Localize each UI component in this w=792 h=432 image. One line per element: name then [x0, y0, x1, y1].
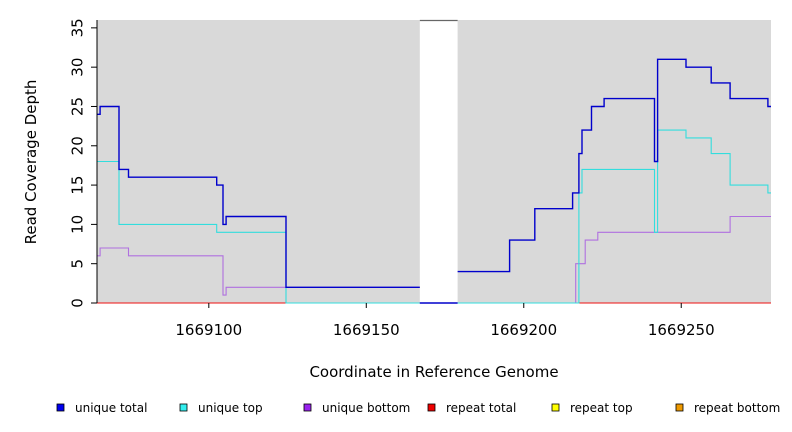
legend-item-repeat-bottom: repeat bottom: [675, 401, 780, 415]
x-tick-label: 1669150: [333, 321, 400, 339]
series-line-unique-bottom-segment-2: [457, 215, 771, 304]
legend-swatch: [675, 403, 684, 412]
legend-item-repeat-top: repeat top: [551, 401, 633, 415]
legend-label: unique bottom: [322, 401, 410, 415]
legend-swatch: [56, 403, 65, 412]
legend-item-unique-top: unique top: [179, 401, 263, 415]
series-line-unique-total-segment-2: [457, 58, 771, 273]
y-tick-label: 25: [68, 97, 86, 116]
y-tick-label: 15: [68, 176, 86, 195]
legend-swatch: [303, 403, 312, 412]
series-line-unique-bottom-segment-0: [97, 247, 420, 296]
legend: unique total unique top unique bottom repea…: [56, 401, 780, 415]
y-axis-title: Read Coverage Depth: [22, 80, 40, 245]
legend-label: repeat total: [446, 401, 516, 415]
coverage-gap: [419, 20, 458, 303]
legend-label: repeat top: [570, 401, 633, 415]
x-axis-title: Coordinate in Reference Genome: [309, 363, 558, 381]
series-line-unique-top-segment-0: [97, 160, 420, 304]
legend-label: unique top: [198, 401, 263, 415]
y-tick-label: 35: [68, 18, 86, 37]
legend-label: repeat bottom: [694, 401, 780, 415]
legend-item-unique-bottom: unique bottom: [303, 401, 410, 415]
series-line-unique-top-segment-2: [457, 129, 771, 304]
y-tick-label: 5: [68, 259, 86, 269]
legend-label: unique total: [75, 401, 147, 415]
legend-swatch: [551, 403, 560, 412]
x-tick-label: 1669200: [490, 321, 557, 339]
axes: 0 5 10 15 20 25 30 35 1669100 1669150 1669200 16692…: [68, 18, 714, 339]
series-line-unique-total-segment-0: [97, 105, 420, 288]
legend-item-unique-total: unique total: [56, 401, 147, 415]
y-tick-label: 10: [68, 215, 86, 234]
y-tick-label: 30: [68, 58, 86, 77]
y-tick-label: 0: [68, 298, 86, 308]
y-tick-label: 20: [68, 136, 86, 155]
x-tick-label: 1669250: [648, 321, 715, 339]
x-tick-label: 1669100: [175, 321, 242, 339]
legend-swatch: [427, 403, 436, 412]
legend-swatch: [179, 403, 188, 412]
plot-background: [97, 19, 771, 303]
legend-item-repeat-total: repeat total: [427, 401, 516, 415]
series-layer: [97, 58, 771, 304]
